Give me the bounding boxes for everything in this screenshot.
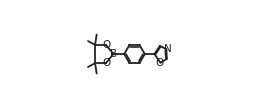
Text: O: O xyxy=(103,40,111,50)
Text: O: O xyxy=(103,58,111,68)
Text: N: N xyxy=(164,44,171,54)
Text: B: B xyxy=(110,49,117,59)
Text: O: O xyxy=(155,58,163,68)
